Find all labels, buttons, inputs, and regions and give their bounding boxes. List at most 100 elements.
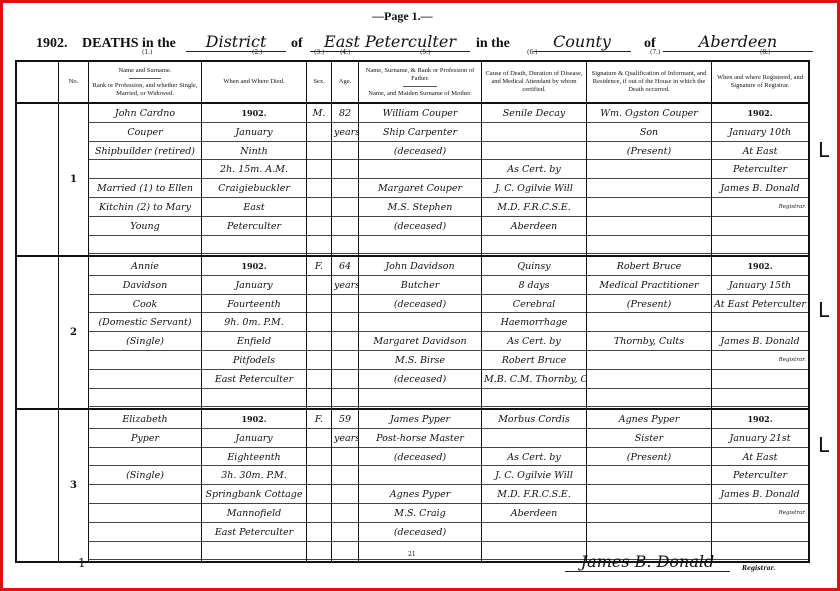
cell-when: 1902. January Ninth 2h. 15m. A.M. Craigiebuc… (202, 104, 307, 255)
registered-line: January 15th (712, 276, 808, 295)
father-line (359, 160, 481, 180)
sex-line (307, 160, 331, 180)
informant-line: Robert Bruce (587, 257, 711, 276)
column-number: (8.) (760, 49, 771, 56)
name-line: Shipbuilder (retired) (89, 142, 201, 161)
registered-line: Registrar. (712, 198, 808, 217)
registered-line: Registrar. (712, 504, 808, 523)
father-line: M.S. Birse (359, 351, 481, 370)
age-line (332, 389, 358, 408)
registered-line: 1902. (712, 104, 808, 123)
name-line (89, 389, 201, 408)
age-line (332, 198, 358, 217)
age-line (332, 332, 358, 351)
age-line (332, 351, 358, 370)
age-line: years (332, 429, 358, 448)
sex-line (307, 276, 331, 295)
informant-line (587, 160, 711, 180)
column-numbers: (1.) (2.) (3.) (4.) (5.) (6.) (7.) (8.) (15, 49, 810, 59)
name-line (89, 542, 201, 561)
father-line: (deceased) (359, 370, 481, 389)
title-district: East Peterculter (310, 32, 470, 52)
father-line: Post-horse Master (359, 429, 481, 448)
sex-line (307, 313, 331, 333)
father-line (359, 236, 481, 255)
cell-no: 1 (59, 104, 89, 255)
header-age-label: Age. (338, 78, 352, 85)
cell-cause: Quinsy 8 days Cerebral Haemorrhage As Cert. … (482, 257, 587, 408)
informant-line (587, 351, 711, 370)
sex-line (307, 236, 331, 255)
cause-line (482, 123, 586, 142)
informant-line (587, 313, 711, 333)
name-line: Pyper (89, 429, 201, 448)
name-line: (Domestic Servant) (89, 313, 201, 333)
when-line: East Peterculter (202, 370, 306, 389)
cause-line: As Cert. by (482, 332, 586, 351)
father-line: (deceased) (359, 448, 481, 467)
sex-line (307, 332, 331, 351)
sex-line (307, 370, 331, 389)
when-line (202, 542, 306, 561)
header-age: Age. (332, 62, 359, 102)
title-county-word: County (533, 32, 631, 52)
father-line: William Couper (359, 104, 481, 123)
header-cause-label: Cause of Death, Duration of Disease, and… (485, 70, 583, 93)
father-line: (deceased) (359, 523, 481, 542)
header-when-label: When and Where Died. (223, 78, 285, 85)
father-line: Margaret Davidson (359, 332, 481, 351)
when-line: 9h. 0m. P.M. (202, 313, 306, 333)
sex-line (307, 466, 331, 486)
age-line: 59 (332, 410, 358, 429)
father-line: (deceased) (359, 142, 481, 161)
cause-line (482, 429, 586, 448)
header-sex-label: Sex. (313, 78, 325, 85)
title-of-2: of (644, 36, 656, 51)
registrar-label: Registrar. (742, 565, 776, 572)
sex-line (307, 542, 331, 561)
name-line (89, 160, 201, 180)
registered-line: At East Peterculter (712, 295, 808, 314)
informant-line (587, 370, 711, 389)
sex-line (307, 389, 331, 408)
column-number: (3.) (314, 49, 325, 56)
when-line: January (202, 123, 306, 142)
column-number: (7.) (650, 49, 661, 56)
column-number: (2.) (252, 49, 263, 56)
title-area-type: District (186, 32, 286, 52)
informant-line: Medical Practitioner (587, 276, 711, 295)
sex-line (307, 123, 331, 142)
age-line (332, 542, 358, 561)
father-line: John Davidson (359, 257, 481, 276)
father-line: (deceased) (359, 217, 481, 236)
informant-line: Son (587, 123, 711, 142)
informant-line: (Present) (587, 448, 711, 467)
when-line (202, 236, 306, 255)
header-father-bottom: Name, and Maiden Surname of Mother. (368, 89, 472, 97)
name-line (89, 523, 201, 542)
father-line: Agnes Pyper (359, 485, 481, 504)
when-line: Springbank Cottage (202, 485, 306, 504)
title-year: 1902. (36, 36, 68, 51)
header-name-top: Name and Surname. (118, 66, 172, 74)
cause-line: M.D. F.R.C.S.E. (482, 485, 586, 504)
registered-line (712, 370, 808, 389)
registered-line: 1902. (712, 410, 808, 429)
when-line: Fourteenth (202, 295, 306, 314)
registered-line (712, 236, 808, 255)
margin-mark: L (818, 138, 830, 162)
cause-line: M.D. F.R.C.S.E. (482, 198, 586, 217)
age-line (332, 504, 358, 523)
age-line (332, 370, 358, 389)
header-name: Name and Surname. Rank or Profession, an… (89, 62, 202, 102)
informant-line: (Present) (587, 295, 711, 314)
father-line (359, 313, 481, 333)
age-line (332, 466, 358, 486)
father-line (359, 389, 481, 408)
cell-age: 82 years (332, 104, 359, 255)
title-in-the: in the (476, 36, 510, 51)
father-line: Margaret Couper (359, 179, 481, 198)
cell-no: 3 (59, 410, 89, 561)
entry-row: 1 John Cardno Couper Shipbuilder (retired) M… (17, 104, 808, 257)
cause-line: Morbus Cordis (482, 410, 586, 429)
